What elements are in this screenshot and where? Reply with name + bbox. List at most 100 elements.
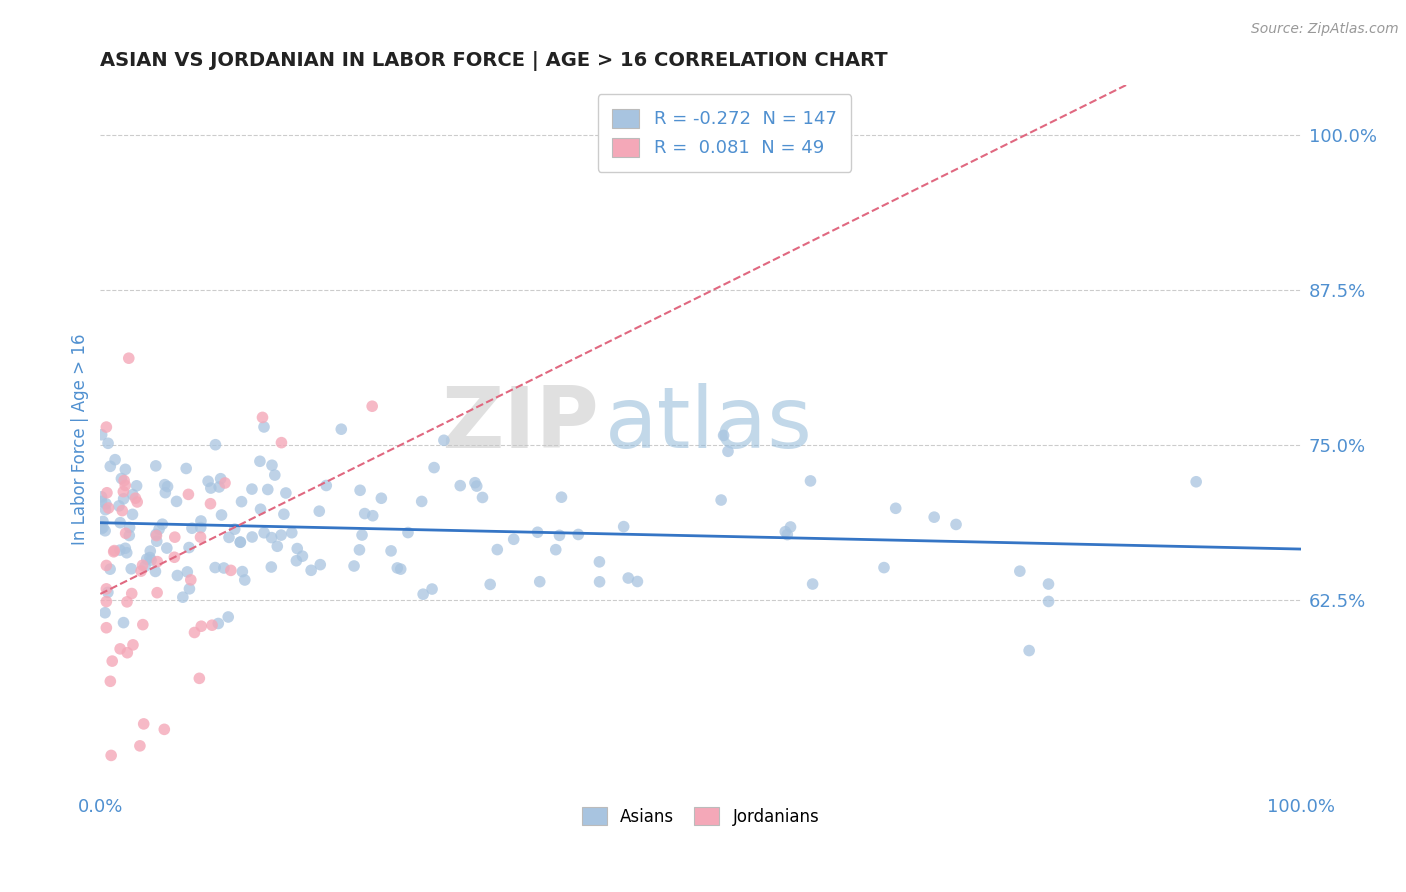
Point <box>134 559 156 574</box>
Point <box>550 490 572 504</box>
Point <box>1038 594 1060 608</box>
Point <box>270 528 292 542</box>
Point <box>96 558 118 573</box>
Point <box>121 586 143 600</box>
Point <box>224 522 246 536</box>
Point <box>101 654 124 668</box>
Point <box>281 525 304 540</box>
Point <box>115 546 138 560</box>
Point <box>139 544 162 558</box>
Point <box>240 482 263 496</box>
Point <box>204 438 226 452</box>
Point <box>253 525 276 540</box>
Point <box>153 723 176 737</box>
Text: atlas: atlas <box>605 384 813 467</box>
Point <box>103 543 125 558</box>
Point <box>922 510 945 524</box>
Point <box>309 558 332 572</box>
Point <box>108 543 131 558</box>
Point <box>775 524 797 539</box>
Point <box>412 587 434 601</box>
Point <box>208 480 231 494</box>
Point <box>486 542 509 557</box>
Point <box>613 519 636 533</box>
Point <box>218 530 240 544</box>
Point <box>127 495 149 509</box>
Point <box>588 555 610 569</box>
Point <box>240 530 263 544</box>
Point <box>229 535 252 549</box>
Point <box>90 490 112 504</box>
Point <box>353 507 375 521</box>
Point <box>148 522 170 536</box>
Point <box>145 458 167 473</box>
Point <box>110 471 132 485</box>
Point <box>1008 564 1031 578</box>
Point <box>98 674 121 689</box>
Point <box>118 528 141 542</box>
Point <box>146 585 169 599</box>
Point <box>315 478 337 492</box>
Point <box>180 573 202 587</box>
Point <box>108 499 131 513</box>
Point <box>139 550 162 565</box>
Point <box>229 535 252 549</box>
Point <box>90 427 112 442</box>
Point <box>190 530 212 544</box>
Point <box>260 458 283 473</box>
Point <box>121 487 143 501</box>
Point <box>945 517 967 532</box>
Point <box>132 617 155 632</box>
Point <box>150 517 173 532</box>
Point <box>249 454 271 468</box>
Point <box>449 478 471 492</box>
Point <box>285 554 308 568</box>
Point <box>146 555 169 569</box>
Point <box>112 474 135 488</box>
Point <box>799 474 821 488</box>
Point <box>145 534 167 549</box>
Point <box>91 520 114 534</box>
Point <box>118 520 141 534</box>
Point <box>177 487 200 501</box>
Point <box>132 717 155 731</box>
Point <box>91 515 114 529</box>
Point <box>90 522 112 536</box>
Point <box>260 560 283 574</box>
Point <box>270 435 292 450</box>
Point <box>231 494 253 508</box>
Point <box>252 410 274 425</box>
Point <box>197 475 219 489</box>
Point <box>361 399 384 413</box>
Point <box>779 520 801 534</box>
Point <box>1018 643 1040 657</box>
Point <box>396 525 419 540</box>
Point <box>274 486 297 500</box>
Point <box>544 542 567 557</box>
Point <box>98 562 121 576</box>
Point <box>94 502 117 516</box>
Point <box>801 577 824 591</box>
Point <box>464 475 486 490</box>
Point <box>112 491 135 506</box>
Point <box>502 533 524 547</box>
Point <box>114 526 136 541</box>
Point <box>471 491 494 505</box>
Point <box>260 531 283 545</box>
Point <box>111 503 134 517</box>
Point <box>263 468 285 483</box>
Point <box>201 618 224 632</box>
Point <box>114 478 136 492</box>
Point <box>190 520 212 534</box>
Point <box>200 481 222 495</box>
Point <box>209 472 232 486</box>
Point <box>174 461 197 475</box>
Point <box>124 491 146 506</box>
Point <box>190 514 212 528</box>
Point <box>145 527 167 541</box>
Point <box>567 527 589 541</box>
Point <box>433 434 456 448</box>
Point <box>343 559 366 574</box>
Point <box>156 541 179 555</box>
Point <box>90 494 112 508</box>
